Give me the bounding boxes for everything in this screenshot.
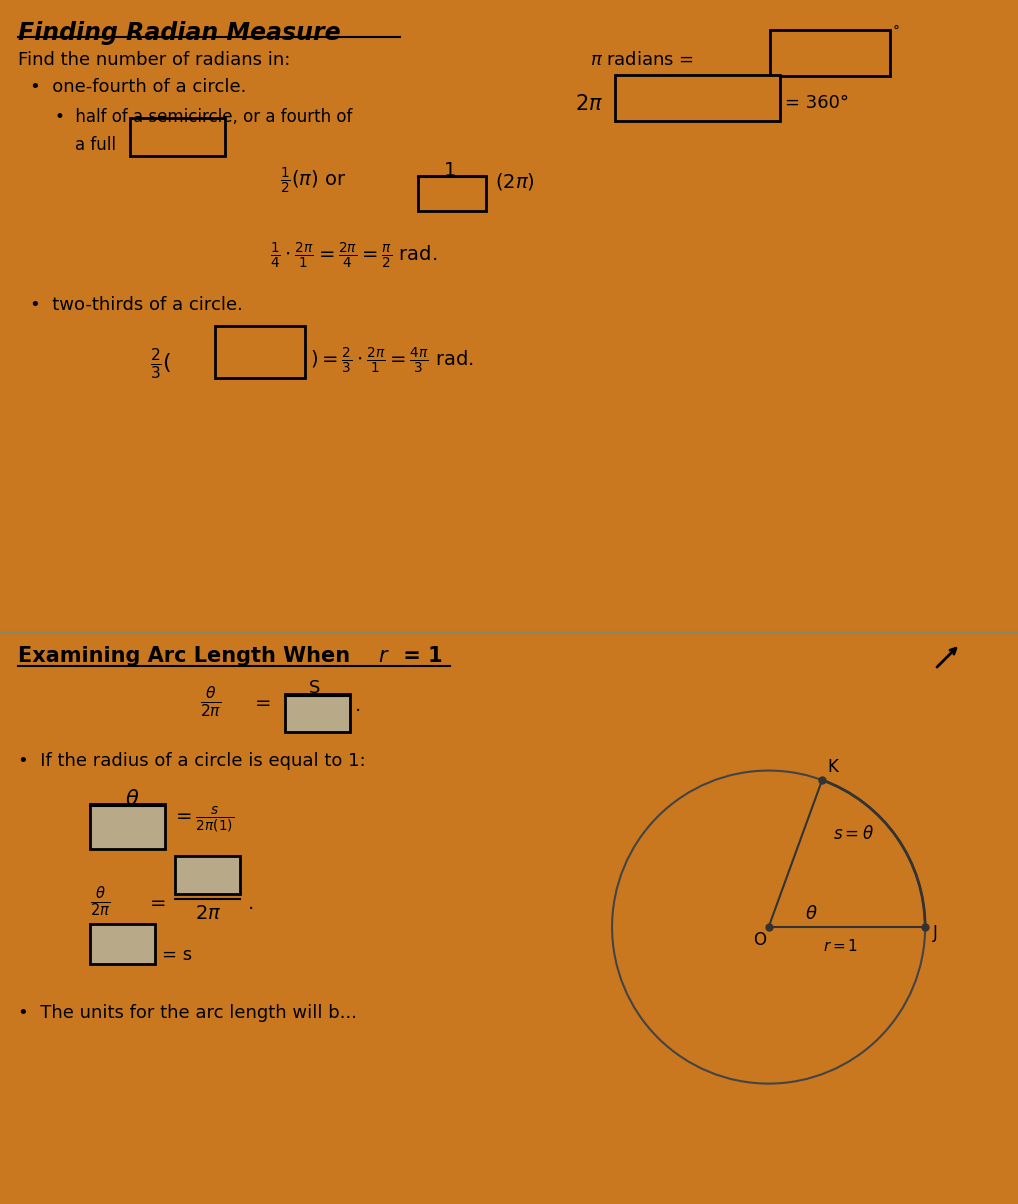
Text: Examining Arc Length When: Examining Arc Length When xyxy=(18,647,357,666)
Text: $\frac{2}{3}($: $\frac{2}{3}($ xyxy=(150,346,171,380)
Text: = s: = s xyxy=(162,946,192,964)
Text: $\theta$: $\theta$ xyxy=(805,905,817,923)
Text: 1: 1 xyxy=(444,161,456,181)
Text: $\theta$: $\theta$ xyxy=(125,789,139,809)
Text: $\frac{1}{2}(\pi)$ or: $\frac{1}{2}(\pi)$ or xyxy=(280,166,346,196)
FancyBboxPatch shape xyxy=(90,804,165,849)
Text: $\frac{\theta}{2\pi}$: $\frac{\theta}{2\pi}$ xyxy=(200,684,222,719)
Text: $s=\theta$: $s=\theta$ xyxy=(833,825,873,843)
Text: .: . xyxy=(248,895,254,913)
Text: Find the number of radians in:: Find the number of radians in: xyxy=(18,51,290,69)
Text: O: O xyxy=(753,932,766,949)
Text: Finding Radian Measure: Finding Radian Measure xyxy=(18,20,341,45)
FancyBboxPatch shape xyxy=(175,856,240,895)
Text: =: = xyxy=(150,895,167,913)
Text: •  one-fourth of a circle.: • one-fourth of a circle. xyxy=(30,78,246,96)
Text: $\frac{1}{4}\cdot\frac{2\pi}{1}=\frac{2\pi}{4}=\frac{\pi}{2}$ rad.: $\frac{1}{4}\cdot\frac{2\pi}{1}=\frac{2\… xyxy=(270,241,438,271)
Text: = 1: = 1 xyxy=(396,647,443,666)
FancyBboxPatch shape xyxy=(215,326,305,378)
Text: $2\pi$: $2\pi$ xyxy=(195,904,221,923)
Text: •  If the radius of a circle is equal to 1:: • If the radius of a circle is equal to … xyxy=(18,752,365,771)
Text: K: K xyxy=(828,759,838,777)
Text: °: ° xyxy=(893,25,900,39)
FancyBboxPatch shape xyxy=(770,30,890,76)
Text: $=\frac{s}{2\pi(1)}$: $=\frac{s}{2\pi(1)}$ xyxy=(172,804,234,834)
Text: $2\pi$: $2\pi$ xyxy=(575,94,603,114)
Text: $r=1$: $r=1$ xyxy=(824,938,858,954)
Text: $\frac{\theta}{2\pi}$: $\frac{\theta}{2\pi}$ xyxy=(90,884,110,919)
FancyBboxPatch shape xyxy=(90,923,155,964)
Text: J: J xyxy=(932,923,938,942)
FancyBboxPatch shape xyxy=(285,694,350,732)
Text: $\pi$ radians =: $\pi$ radians = xyxy=(590,51,694,69)
FancyBboxPatch shape xyxy=(130,118,225,157)
Text: $)=\frac{2}{3}\cdot\frac{2\pi}{1}=\frac{4\pi}{3}$ rad.: $)=\frac{2}{3}\cdot\frac{2\pi}{1}=\frac{… xyxy=(310,346,473,376)
Text: •  half of a semicircle, or a fourth of: • half of a semicircle, or a fourth of xyxy=(55,108,352,126)
FancyBboxPatch shape xyxy=(615,75,780,122)
FancyBboxPatch shape xyxy=(418,176,486,211)
Text: $r$: $r$ xyxy=(378,647,390,666)
Text: = 360°: = 360° xyxy=(785,94,849,112)
Text: •  The units for the arc length will b...: • The units for the arc length will b... xyxy=(18,1004,357,1022)
Text: =: = xyxy=(254,694,272,713)
Text: a full: a full xyxy=(75,136,116,154)
Text: .: . xyxy=(355,696,361,715)
Text: S: S xyxy=(309,679,321,697)
Text: $(2\pi)$: $(2\pi)$ xyxy=(495,171,534,191)
Text: •  two-thirds of a circle.: • two-thirds of a circle. xyxy=(30,296,243,314)
